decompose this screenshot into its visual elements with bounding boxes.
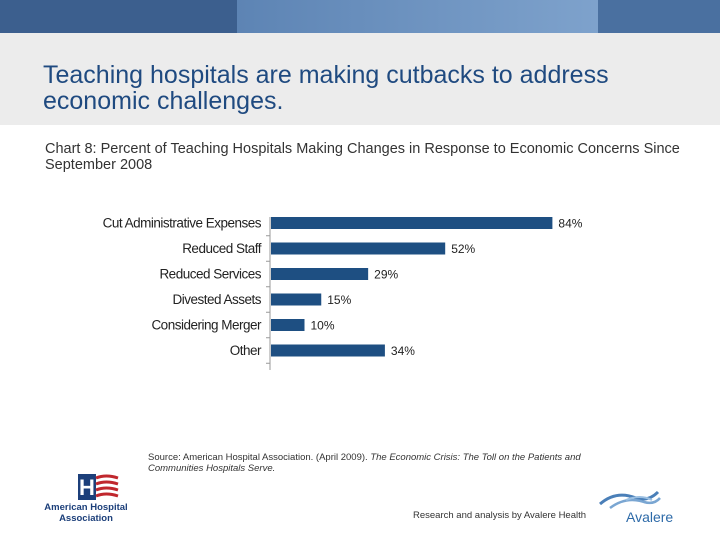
data-label: 84% — [558, 217, 582, 231]
data-label: 52% — [451, 242, 475, 256]
bar — [271, 293, 322, 306]
aha-logo-text: American Hospital Association — [44, 502, 128, 524]
bar — [271, 242, 446, 255]
aha-logo: H American Hospital Association — [40, 472, 140, 528]
data-label: 10% — [311, 319, 335, 333]
bar — [271, 217, 553, 229]
avalere-logo-text: Avalere — [626, 509, 674, 525]
bar — [271, 344, 385, 357]
banner-segment — [237, 0, 598, 33]
title-band — [0, 33, 720, 125]
bar — [271, 268, 369, 280]
source-prefix: Source: American Hospital Association. (… — [148, 452, 368, 463]
source-title: The Economic Crisis: The Toll on the Pat… — [148, 452, 581, 474]
category-label: Cut Administrative Expenses — [103, 216, 262, 231]
category-label: Divested Assets — [172, 292, 261, 307]
chart-caption: Chart 8: Percent of Teaching Hospitals M… — [45, 141, 680, 173]
data-label: 29% — [374, 268, 398, 282]
footer-credit: Research and analysis by Avalere Health — [413, 510, 587, 521]
page-title: Teaching hospitals are making cutbacks t… — [43, 61, 609, 115]
avalere-wave-icon — [599, 490, 661, 510]
bar-chart: Cut Administrative Expenses 84% Reduced St… — [103, 216, 583, 370]
top-banner — [0, 0, 720, 33]
aha-logo-letter: H — [79, 475, 95, 500]
bar — [271, 319, 305, 331]
category-label: Other — [230, 343, 262, 358]
avalere-logo: Avalere — [596, 488, 696, 528]
source-note: Source: American Hospital Association. (… — [148, 452, 618, 474]
data-label: 34% — [391, 344, 415, 358]
category-label: Considering Merger — [151, 318, 262, 333]
category-label: Reduced Staff — [182, 241, 262, 256]
banner-segment — [598, 0, 720, 33]
banner-segment — [0, 0, 237, 33]
aha-flag-icon: H — [78, 474, 119, 500]
category-label: Reduced Services — [159, 267, 261, 282]
data-label: 15% — [327, 293, 351, 307]
